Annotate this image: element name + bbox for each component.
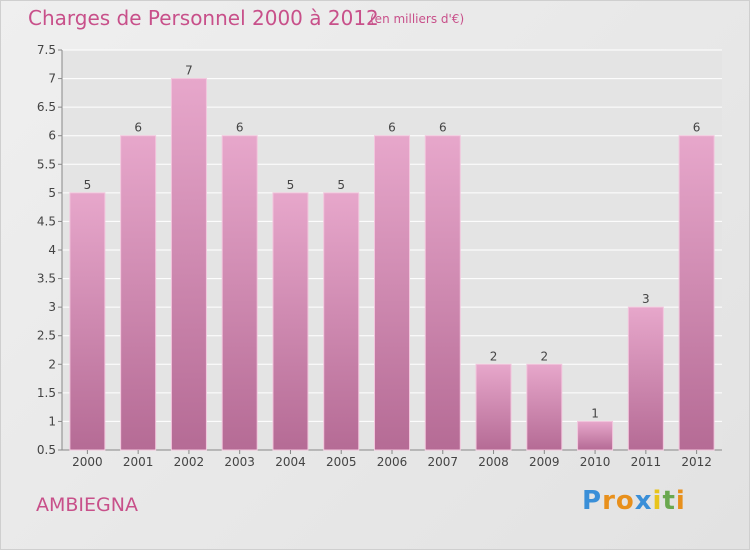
x-tick-label-2004: 2004 — [275, 455, 306, 469]
y-tick-label: 0.5 — [37, 443, 56, 457]
x-tick-label-2007: 2007 — [427, 455, 458, 469]
data-label-2011: 3 — [642, 292, 650, 306]
x-tick-label-2005: 2005 — [326, 455, 357, 469]
x-tick-label-2006: 2006 — [377, 455, 408, 469]
proxiti-logo[interactable]: Proxiti — [582, 486, 686, 516]
y-tick-label: 3.5 — [37, 272, 56, 286]
data-label-2010: 1 — [591, 406, 599, 420]
x-tick-label-2012: 2012 — [681, 455, 712, 469]
bar-2004 — [272, 192, 309, 451]
bar-2000 — [69, 192, 106, 451]
chart-subtitle: (en milliers d'€) — [370, 12, 465, 26]
bar-2002 — [170, 78, 207, 451]
data-label-2012: 6 — [693, 121, 701, 135]
logo-letter: i — [675, 486, 686, 516]
y-tick-label: 5 — [48, 186, 56, 200]
x-tick-label-2001: 2001 — [123, 455, 154, 469]
y-tick-label: 2.5 — [37, 329, 56, 343]
data-label-2006: 6 — [388, 121, 396, 135]
data-label-2004: 5 — [287, 178, 295, 192]
y-tick-label: 1 — [48, 414, 56, 428]
data-label-2009: 2 — [540, 349, 548, 363]
bar-2007 — [424, 135, 461, 451]
y-tick-label: 1.5 — [37, 386, 56, 400]
y-tick-label: 7.5 — [37, 43, 56, 57]
data-label-2005: 5 — [337, 178, 345, 192]
data-label-2003: 6 — [236, 121, 244, 135]
logo-letter: P — [582, 486, 603, 516]
y-tick-label: 2 — [48, 357, 56, 371]
data-label-2002: 7 — [185, 64, 193, 78]
bar-2012 — [678, 135, 715, 451]
x-tick-label-2000: 2000 — [72, 455, 103, 469]
data-label-2001: 6 — [134, 121, 142, 135]
data-label-2008: 2 — [490, 349, 498, 363]
bar-2010 — [577, 420, 614, 451]
chart-title: Charges de Personnel 2000 à 2012 — [28, 6, 379, 30]
bar-2006 — [374, 135, 410, 451]
y-tick-label: 4.5 — [37, 214, 56, 228]
y-tick-label: 6.5 — [37, 100, 56, 114]
logo-letter: r — [602, 486, 616, 516]
bar-2008 — [475, 363, 512, 451]
x-tick-label-2002: 2002 — [174, 455, 205, 469]
x-tick-label-2008: 2008 — [478, 455, 509, 469]
x-tick-label-2011: 2011 — [631, 455, 662, 469]
y-tick-label: 6 — [48, 129, 56, 143]
data-label-2000: 5 — [84, 178, 92, 192]
x-tick-label-2003: 2003 — [224, 455, 255, 469]
y-tick-label: 5.5 — [37, 157, 56, 171]
y-tick-label: 4 — [48, 243, 56, 257]
bar-2001 — [120, 135, 157, 451]
bar-2009 — [526, 363, 563, 451]
bar-2011 — [627, 306, 664, 451]
logo-letter: o — [615, 486, 635, 516]
logo-letter: t — [662, 486, 676, 516]
logo-letter: x — [634, 486, 653, 516]
y-tick-label: 3 — [48, 300, 56, 314]
bar-2005 — [323, 192, 360, 451]
x-tick-label-2010: 2010 — [580, 455, 611, 469]
bar-2003 — [221, 135, 258, 451]
logo-letter: i — [652, 486, 663, 516]
commune-name: AMBIEGNA — [36, 494, 138, 516]
x-tick-label-2009: 2009 — [529, 455, 560, 469]
y-tick-label: 7 — [48, 72, 56, 86]
data-label-2007: 6 — [439, 121, 447, 135]
